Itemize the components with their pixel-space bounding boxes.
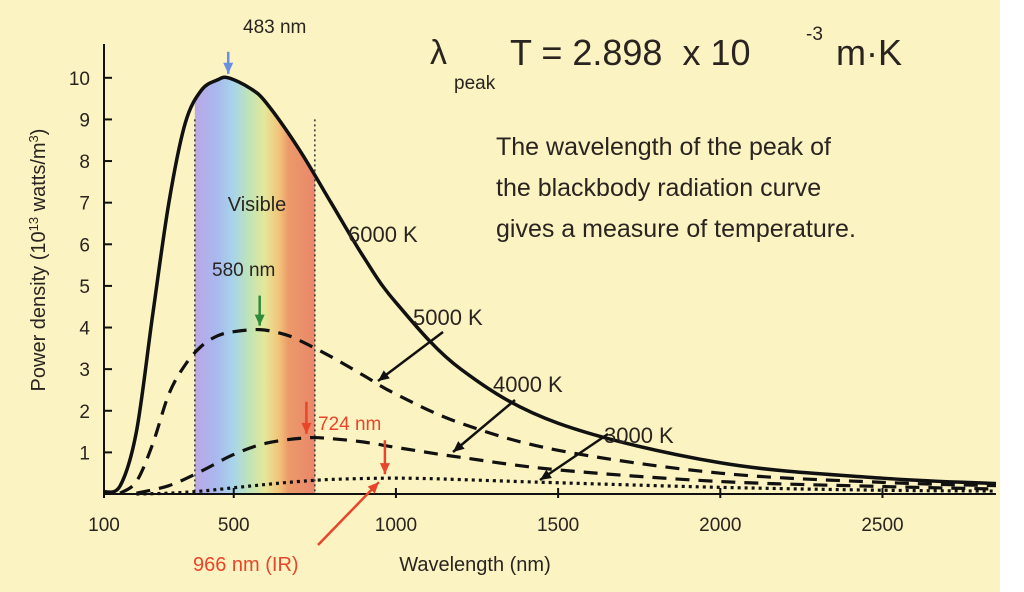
series-pointer-4000k-head — [453, 441, 465, 452]
series-line — [103, 75, 997, 494]
peak-label: 724 nm — [318, 414, 381, 435]
peak-label: 580 nm — [212, 260, 275, 281]
x-tick-label: 1500 — [537, 515, 579, 536]
series-label-3000k: 3000 K — [604, 423, 674, 448]
description-line: The wavelength of the peak of — [496, 133, 831, 161]
series-label-5000k: 5000 K — [413, 305, 483, 330]
chart-panel: Visible 1 2 3 4 5 6 7 8 9 10 100 500 1000 1500 2000 250… — [0, 0, 1000, 592]
visible-band — [194, 77, 315, 494]
x-tick-label: 2500 — [861, 515, 903, 536]
peak-label: 483 nm — [243, 17, 306, 38]
ir-arrow-head — [367, 482, 379, 494]
formula-body: T = 2.898 x 10 — [510, 32, 751, 73]
y-tick-label: 4 — [79, 319, 90, 340]
y-tick-label: 5 — [79, 277, 90, 298]
y-tick-label: 1 — [79, 443, 90, 464]
y-tick-label: 8 — [79, 152, 90, 173]
x-axis-label: Wavelength (nm) — [399, 554, 551, 576]
y-tick-label: 10 — [69, 69, 90, 90]
series-line — [136, 476, 997, 496]
y-tick-label: 9 — [79, 110, 90, 131]
y-axis-label: Power density (1013 watts/m3) — [26, 129, 51, 392]
peak-arrow-head — [254, 314, 265, 326]
description-line: gives a measure of temperature. — [496, 215, 856, 243]
peak-arrow-head — [301, 422, 312, 434]
ir-arrow — [317, 481, 380, 546]
y-tick-label: 6 — [79, 235, 90, 256]
x-tick-label: 1000 — [375, 515, 417, 536]
x-tick-label: 100 — [88, 515, 120, 536]
description-line: the blackbody radiation curve — [496, 174, 822, 202]
y-tick-label: 2 — [79, 402, 90, 423]
series-line — [136, 435, 997, 495]
y-tick-label: 7 — [79, 194, 90, 215]
formula-units: m·K — [836, 32, 902, 73]
series-pointer-3000k — [539, 432, 609, 482]
peak-arrow-head — [379, 463, 390, 475]
peak-formula: λ peak T = 2.898 x 10 -3 m·K — [430, 24, 930, 98]
series-label-6000k: 6000 K — [348, 222, 418, 247]
x-tick-label: 2000 — [699, 515, 741, 536]
x-tick-label: 500 — [218, 515, 250, 536]
formula-lambda: λ — [430, 34, 447, 72]
series-pointer-5000k — [377, 331, 444, 382]
series-pointer-4000k — [452, 399, 516, 453]
series-pointer-3000k-head — [540, 469, 552, 480]
blackbody-chart: Visible 1 2 3 4 5 6 7 8 9 10 100 500 1000 1500 2000 250… — [26, 17, 997, 576]
y-tick-label: 3 — [79, 360, 90, 381]
formula-exponent: -3 — [806, 24, 823, 45]
series-pointer-5000k-head — [378, 370, 390, 381]
formula-subscript: peak — [454, 73, 496, 94]
peak-arrow-head — [223, 62, 234, 74]
series-label-4000k: 4000 K — [493, 372, 563, 397]
series-line — [119, 327, 997, 495]
visible-label: Visible — [228, 194, 287, 216]
peak-label-ir: 966 nm (IR) — [193, 554, 299, 576]
